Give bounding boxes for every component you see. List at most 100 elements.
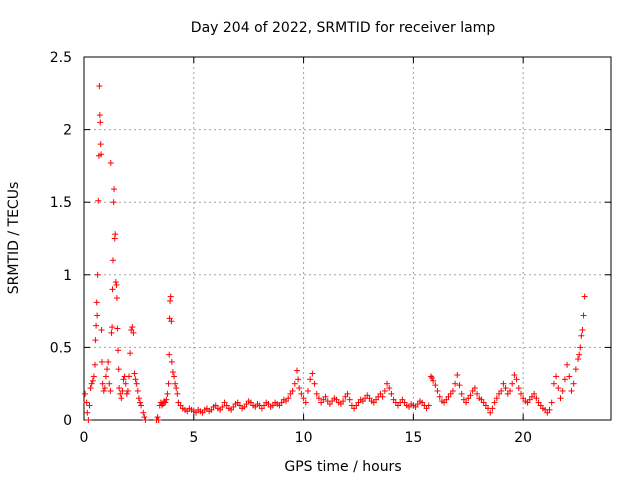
data-point [502,385,509,392]
chart-title: Day 204 of 2022, SRMTID for receiver lam… [191,20,496,36]
data-point [142,417,149,423]
data-point [101,385,108,392]
data-point [546,406,553,413]
data-point [449,387,456,394]
data-point [123,390,130,397]
data-point [171,373,178,380]
data-point [576,351,583,358]
data-point [425,402,432,409]
y-tick-label: 1.5 [50,195,72,211]
data-point [98,151,105,158]
data-point [94,312,101,319]
data-point [471,385,478,392]
data-point [458,390,465,397]
data-point [90,373,97,380]
data-point [95,197,102,204]
data-point [102,373,109,380]
data-point [115,347,122,354]
data-point [122,380,129,387]
data-point [106,380,113,387]
grid-lines [84,57,611,420]
plot-frame [83,56,612,421]
data-point [96,112,103,119]
data-point [136,399,143,406]
data-point [580,312,587,319]
data-point [498,387,505,394]
data-point [313,390,320,397]
data-point [91,361,98,368]
data-point [110,199,117,206]
data-point [99,380,106,387]
data-point [116,385,123,392]
data-point [548,399,555,406]
data-point [85,417,92,423]
data-point [487,409,494,416]
data-point [500,380,507,387]
axis-ticks [83,56,611,421]
data-point [379,393,386,400]
y-tick-label: 2 [63,123,72,139]
data-point [491,399,498,406]
data-point [162,399,169,406]
data-point [559,387,566,394]
data-point [555,385,562,392]
data-point [112,231,119,238]
data-point [111,186,118,193]
y-tick-label: 0 [63,413,72,429]
y-tick-label: 1 [63,268,72,284]
data-point [129,324,136,331]
data-point [572,366,579,373]
data-point [511,371,518,378]
data-point [515,385,522,392]
data-point [130,329,137,336]
data-point [575,356,582,363]
data-point [155,417,162,423]
data-point [173,385,180,392]
data-point [340,398,347,405]
data-point [93,299,100,306]
data-point [509,380,516,387]
data-point [561,376,568,383]
data-point [112,279,119,286]
y-axis-title: SRMTID / TECUs [6,182,22,295]
y-tick-label: 0.5 [50,340,72,356]
data-point [97,119,104,126]
data-point [577,344,584,351]
data-point [104,366,111,373]
data-point [302,399,309,406]
data-point [493,395,500,402]
data-point [296,385,303,392]
data-point [386,385,393,392]
data-point [134,387,141,394]
data-point [427,373,434,380]
data-point [384,380,391,387]
data-point [557,395,564,402]
data-point [304,387,311,394]
data-point [132,376,139,383]
data-point [114,325,121,332]
data-point [430,377,437,384]
data-point [568,387,575,394]
data-point [108,329,115,336]
data-point [83,399,90,406]
data-point [566,373,573,380]
data-point [344,390,351,397]
data-point [84,409,91,416]
data-point [432,382,439,389]
data-point [311,380,318,387]
data-point [164,390,171,397]
data-point [82,390,89,397]
data-point [99,358,106,365]
data-point [293,367,300,374]
tick-labels: 0 5 10 15 20 0 0.5 1 1.5 2 2.5 [50,50,532,446]
data-point [109,286,116,293]
data-point [94,271,101,278]
data-point [87,385,94,392]
data-point [452,380,459,387]
data-point [88,380,95,387]
data-point [127,350,134,357]
data-point [291,380,298,387]
data-point [300,395,307,402]
data-point [463,399,470,406]
